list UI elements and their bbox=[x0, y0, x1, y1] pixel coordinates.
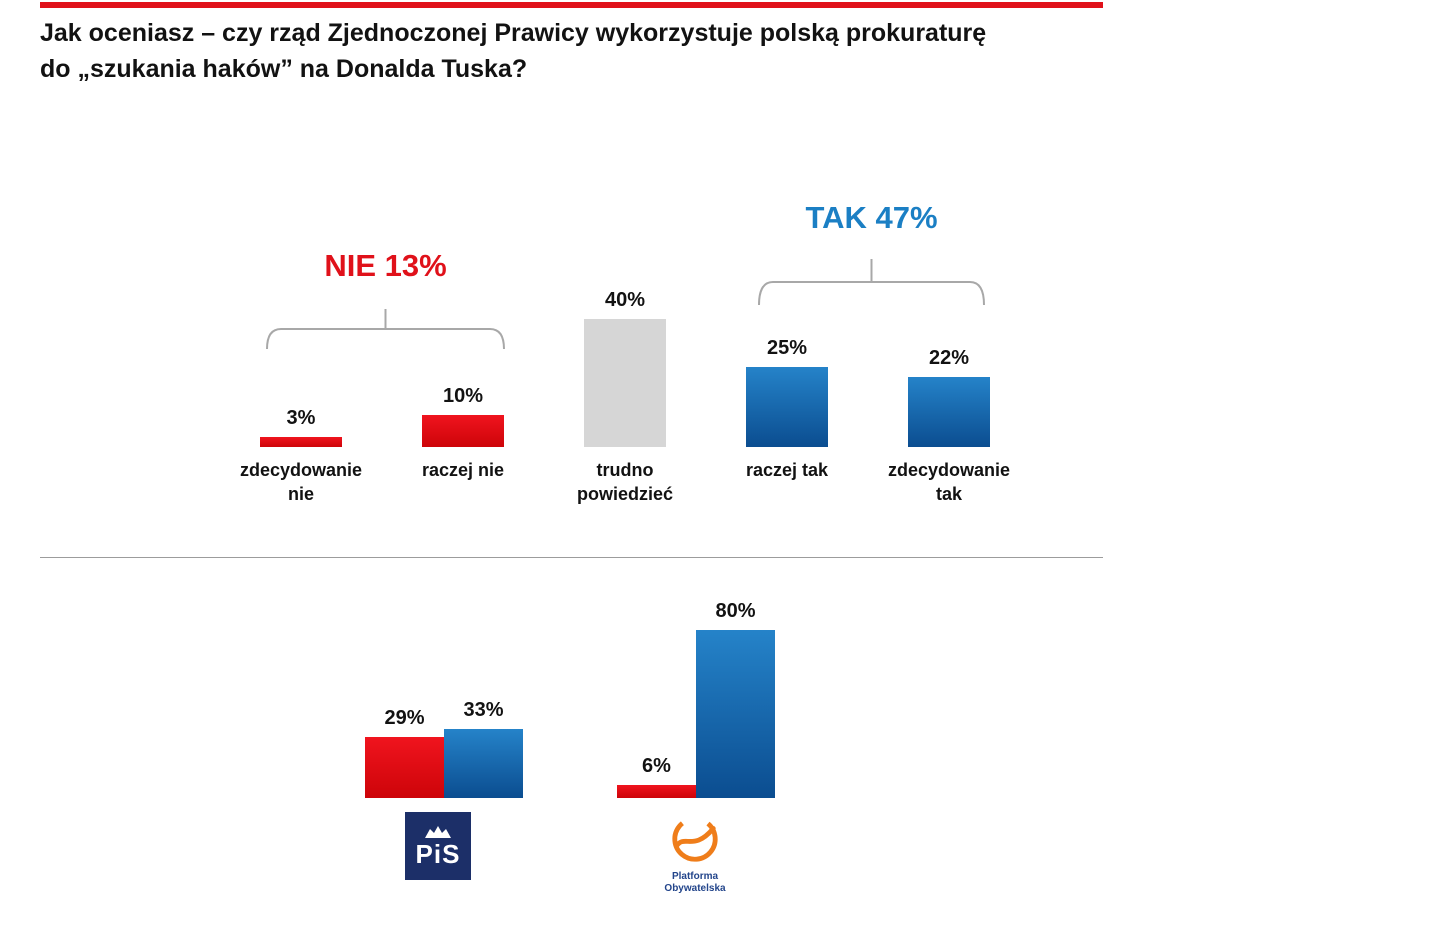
nie-brace bbox=[266, 309, 505, 350]
party-group-Platforma-Obywatelska: 6% 80% bbox=[617, 600, 775, 798]
top-accent-rule bbox=[40, 2, 1103, 8]
chart2-column: 6% bbox=[617, 755, 696, 798]
page-title-line2: do „szukania haków” na Donalda Tuska? bbox=[40, 54, 528, 83]
value-label: 40% bbox=[604, 289, 646, 311]
value-label: 3% bbox=[286, 407, 316, 429]
chart2-column: 29% bbox=[365, 707, 444, 798]
po-logo-text-line1: Platforma bbox=[671, 871, 719, 882]
value-label: 6% bbox=[642, 755, 671, 777]
category-label: zdecydowanie nie bbox=[239, 460, 363, 505]
opinion-category-labels: zdecydowanie nie raczej nie trudno powiedz… bbox=[220, 458, 1030, 507]
category-label: raczej tak bbox=[745, 460, 829, 480]
section-divider bbox=[40, 557, 1103, 558]
party-bar-chart: 29% 33% 6% 80% bbox=[365, 590, 775, 798]
tak-group-label: TAK 47% bbox=[805, 200, 938, 235]
bar-Platforma-Obywatelska-TAK bbox=[696, 630, 775, 798]
bar-raczej-tak bbox=[746, 367, 828, 447]
chart1-column-raczej-tak: 25% bbox=[706, 240, 868, 447]
chart1-column-zdecydowanie-nie: 3% bbox=[220, 240, 382, 447]
category-label: zdecydowanie tak bbox=[887, 460, 1011, 505]
bar-trudno-powiedzieć bbox=[584, 319, 666, 447]
pis-logo-text: PiS bbox=[415, 839, 461, 869]
chart2-column: 80% bbox=[696, 600, 775, 798]
tak-brace bbox=[758, 259, 985, 306]
value-label: 25% bbox=[766, 337, 808, 359]
bar-zdecydowanie-tak bbox=[908, 377, 990, 447]
bar-Platforma-Obywatelska-NIE bbox=[617, 785, 696, 798]
bar-PiS-TAK bbox=[444, 729, 523, 798]
pis-eagle-icon bbox=[425, 826, 451, 838]
value-label: 22% bbox=[928, 347, 970, 369]
page-title-line1: Jak oceniasz – czy rząd Zjednoczonej Pra… bbox=[40, 19, 987, 47]
value-label: 10% bbox=[442, 385, 484, 407]
value-label: 33% bbox=[463, 699, 504, 721]
bar-zdecydowanie-nie bbox=[260, 437, 342, 447]
po-logo: Platforma Obywatelska bbox=[653, 814, 737, 895]
category-label: raczej nie bbox=[421, 460, 505, 480]
po-logo-text-line2: Obywatelska bbox=[664, 883, 726, 894]
category-label: trudno powiedzieć bbox=[576, 460, 674, 505]
value-label: 80% bbox=[715, 600, 756, 622]
chart1-column-trudno-powiedzieć: 40% bbox=[544, 240, 706, 447]
pis-logo: PiS bbox=[405, 812, 471, 880]
chart1-column-raczej-nie: 10% bbox=[382, 240, 544, 447]
bar-PiS-NIE bbox=[365, 737, 444, 798]
chart2-column: 33% bbox=[444, 699, 523, 798]
chart1-column-zdecydowanie-tak: 22% bbox=[868, 240, 1030, 447]
po-circle-icon bbox=[672, 816, 718, 862]
page-title: Jak oceniasz – czy rząd Zjednoczonej Pra… bbox=[40, 16, 1085, 87]
nie-group-label: NIE 13% bbox=[324, 248, 447, 283]
opinion-bar-chart: 3% 10% 40% 25% 22% bbox=[220, 240, 1030, 447]
bar-raczej-nie bbox=[422, 415, 504, 447]
party-group-PiS: 29% 33% bbox=[365, 699, 523, 798]
value-label: 29% bbox=[384, 707, 425, 729]
